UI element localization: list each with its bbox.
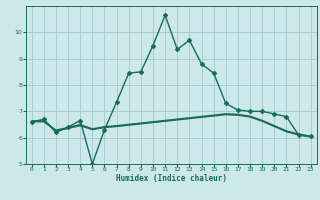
X-axis label: Humidex (Indice chaleur): Humidex (Indice chaleur) <box>116 174 227 183</box>
